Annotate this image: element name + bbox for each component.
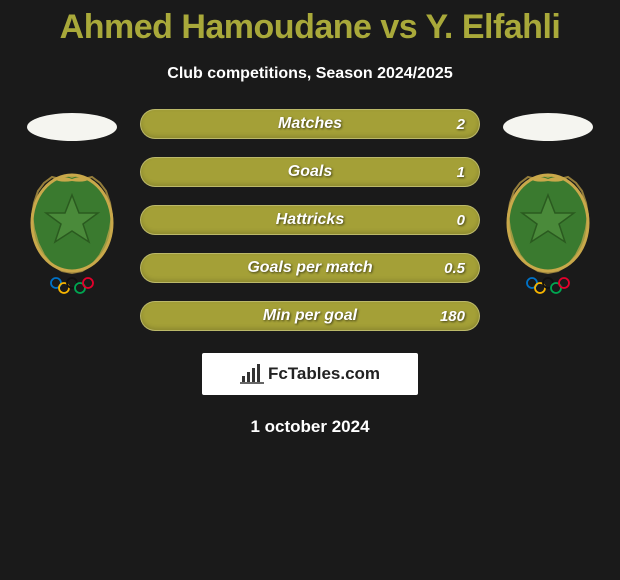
left-club-crest xyxy=(22,165,122,295)
stat-label: Goals per match xyxy=(247,259,372,277)
stat-label: Matches xyxy=(278,115,342,133)
left-flag-ellipse xyxy=(27,113,117,141)
stat-label: Hattricks xyxy=(276,211,344,229)
stat-bar-hattricks: Hattricks 0 xyxy=(140,205,480,235)
brand-attribution: FcTables.com xyxy=(202,353,418,395)
stat-bar-goals-per-match: Goals per match 0.5 xyxy=(140,253,480,283)
right-club-crest xyxy=(498,165,598,295)
stat-value: 0.5 xyxy=(444,260,465,277)
stat-label: Goals xyxy=(288,163,332,181)
stat-bars: Matches 2 Goals 1 Hattricks 0 Goals per … xyxy=(140,109,480,331)
crest-icon xyxy=(22,165,122,295)
stat-value: 0 xyxy=(457,212,465,229)
subtitle: Club competitions, Season 2024/2025 xyxy=(0,65,620,83)
stat-bar-goals: Goals 1 xyxy=(140,157,480,187)
stat-bar-matches: Matches 2 xyxy=(140,109,480,139)
stat-value: 2 xyxy=(457,116,465,133)
date-text: 1 october 2024 xyxy=(0,417,620,437)
crest-icon xyxy=(498,165,598,295)
brand-text: FcTables.com xyxy=(268,364,380,384)
stat-label: Min per goal xyxy=(263,307,357,325)
left-player-col xyxy=(22,113,122,295)
stat-value: 180 xyxy=(440,308,465,325)
comparison-row: Matches 2 Goals 1 Hattricks 0 Goals per … xyxy=(0,113,620,331)
right-flag-ellipse xyxy=(503,113,593,141)
right-player-col xyxy=(498,113,598,295)
stat-value: 1 xyxy=(457,164,465,181)
page-title: Ahmed Hamoudane vs Y. Elfahli xyxy=(0,0,620,47)
chart-icon xyxy=(240,364,264,384)
stat-bar-min-per-goal: Min per goal 180 xyxy=(140,301,480,331)
